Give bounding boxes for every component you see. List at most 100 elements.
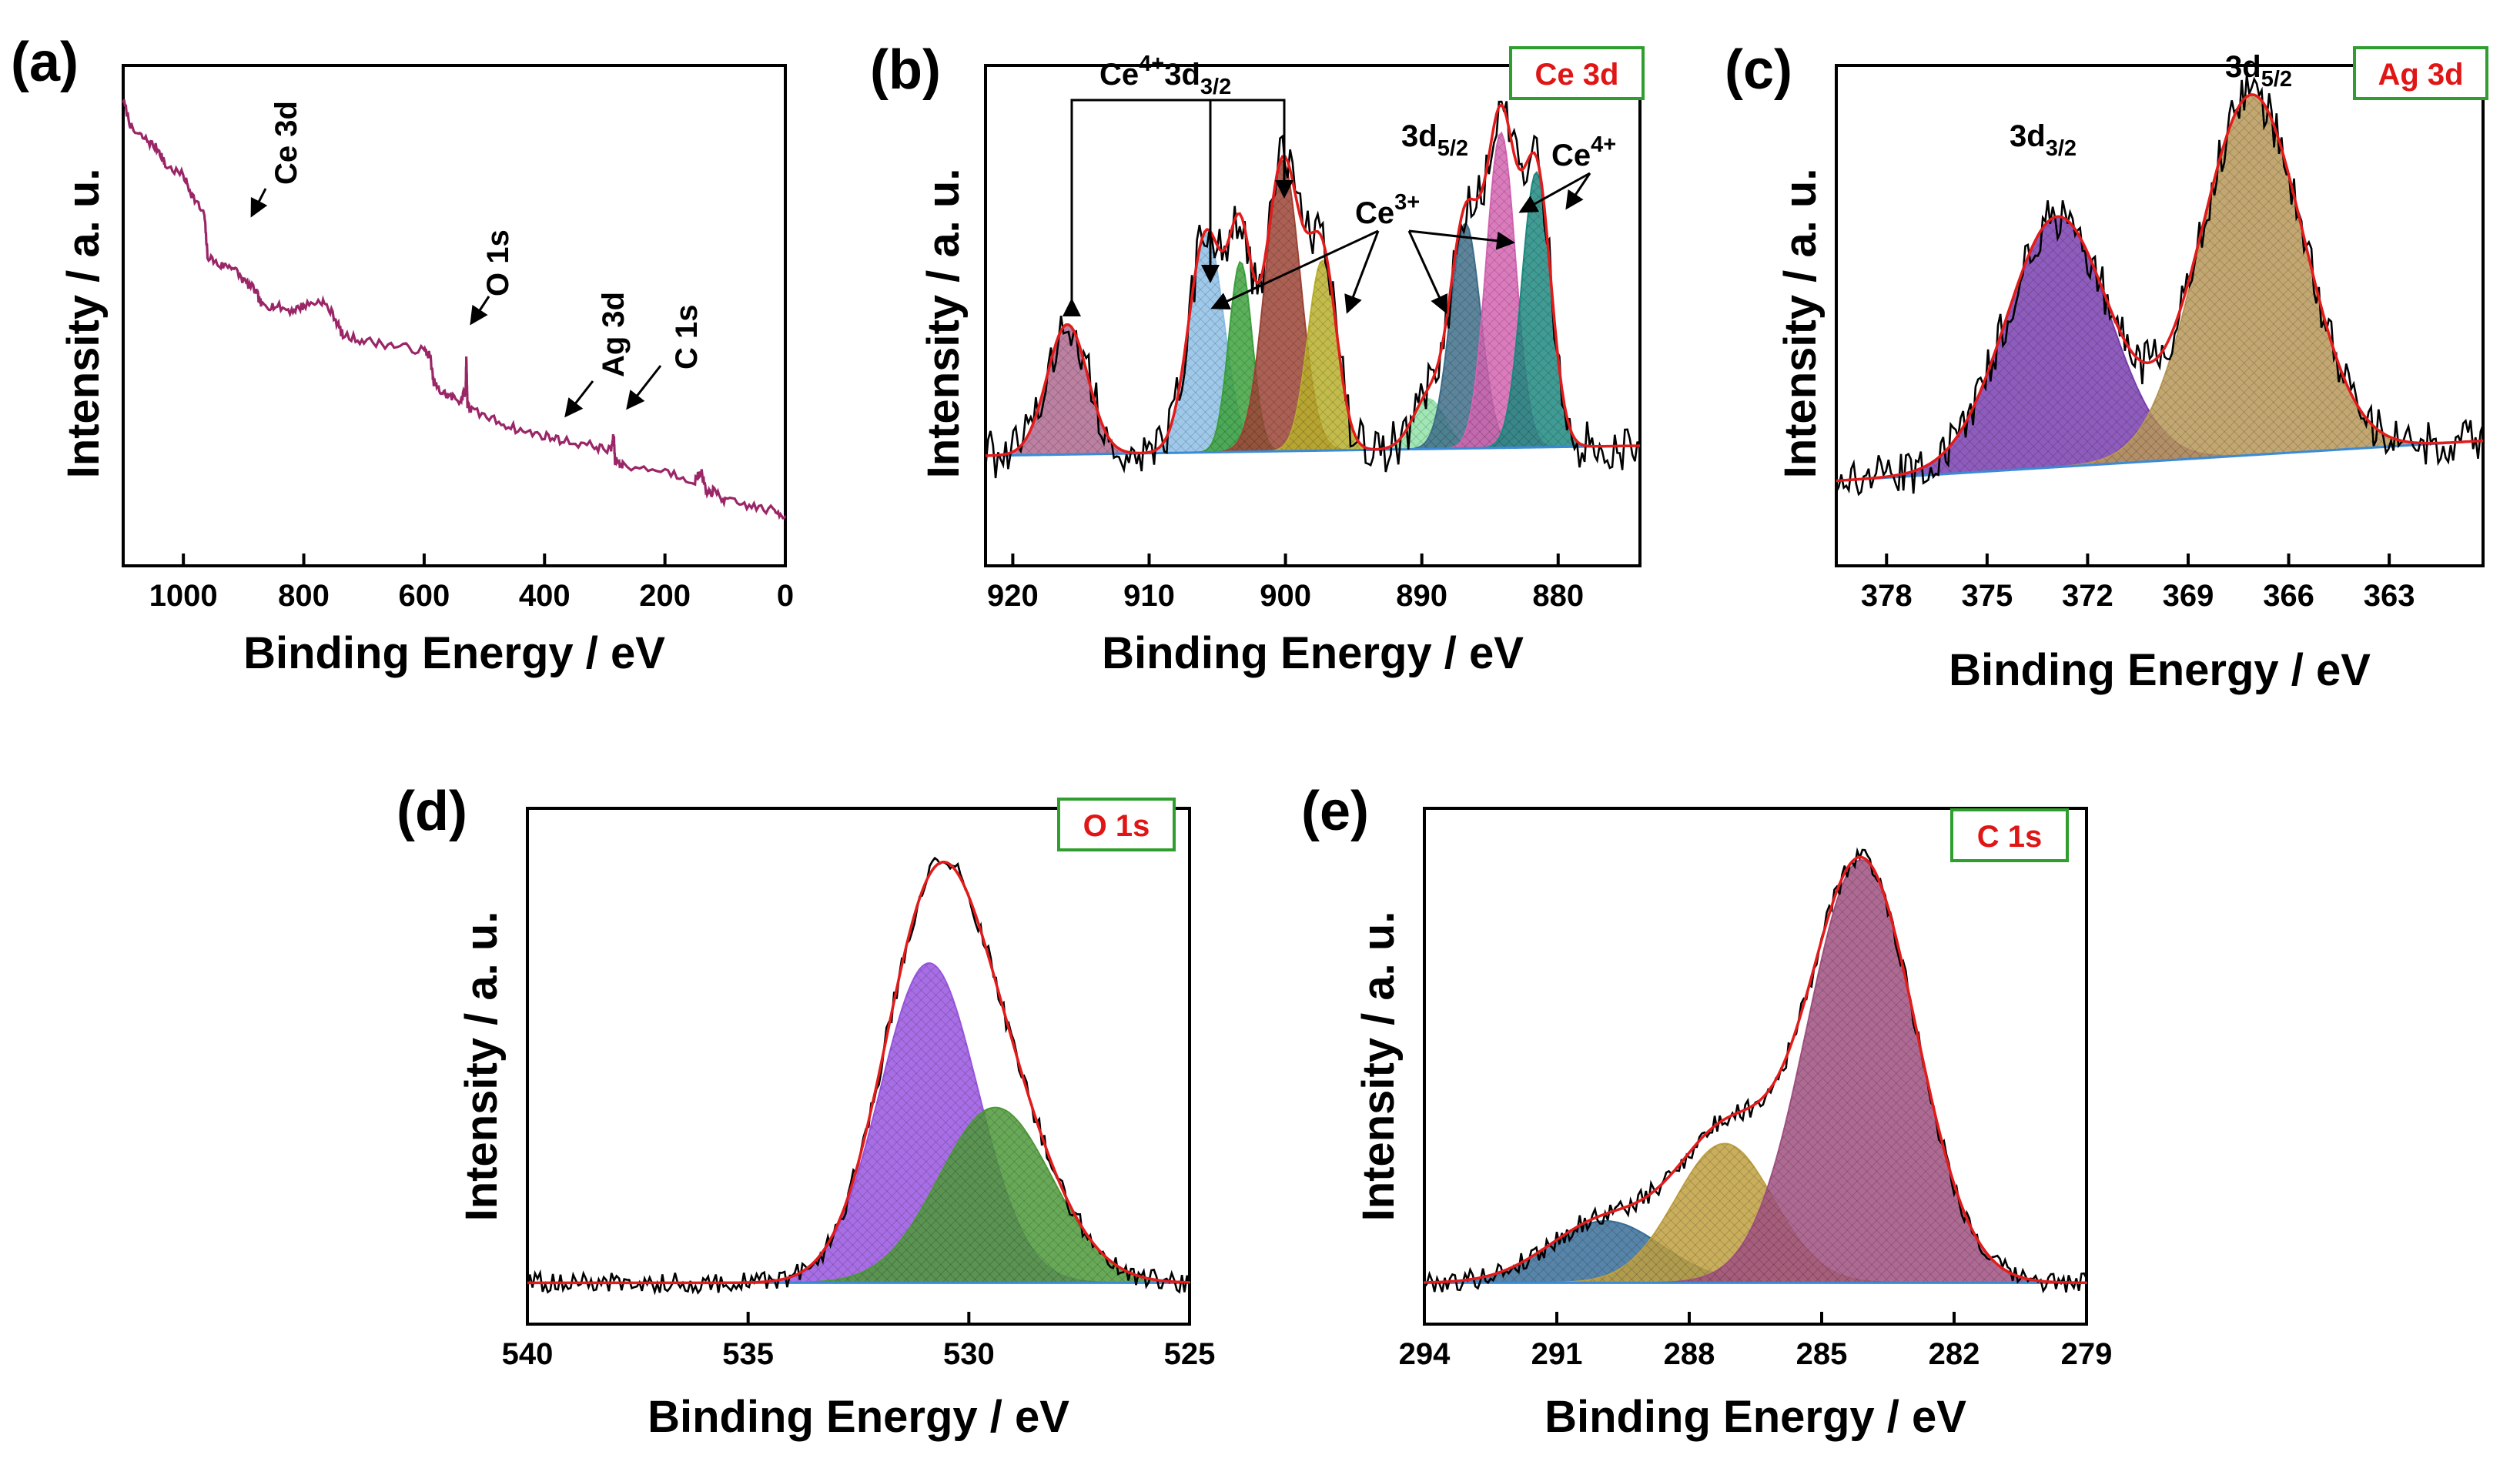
x-tick-label: 535 [722,1337,774,1371]
badge: Ce 3d [1509,46,1645,100]
ce3d-annotation: Ce 3d [250,101,303,218]
x-tick-label: 375 [1961,579,2013,613]
ag-3d32-annotation: 3d3/2 [2010,119,2077,161]
x-tick-label: 1000 [149,579,218,613]
annotation-arrow [1565,172,1591,210]
panel-d-o1s: 540 535 530 525 (d) Binding Energy / eV Int… [397,781,1215,1442]
y-axis-title: Intensity / a. u. [457,911,507,1222]
panel-label: (a) [11,32,79,93]
annotation-arrow [470,296,490,326]
badge-box [1057,798,1176,851]
annotation-text: 3d5/2 [1401,119,1468,161]
y-axis-title: Intensity / a. u. [919,169,969,479]
x-tick-label: 291 [1531,1337,1583,1371]
x-tick-label: 366 [2263,579,2314,613]
badge-box [1509,46,1645,100]
badge: C 1s [1950,808,2069,862]
x-tick-label: 200 [639,579,691,613]
fit-component-3 [1424,859,2087,1284]
x-tick-label: 294 [1399,1337,1451,1371]
badge-box [1950,808,2069,862]
fitted-envelope-line [1424,855,2087,1285]
x-tick-label: 525 [1164,1337,1216,1371]
x-tick-label: 910 [1123,579,1175,613]
x-tick-label: 285 [1796,1337,1848,1371]
3d52-annotation: 3d5/2 [1401,119,1468,161]
panel-e-c1s: 294 291 288 285 282 279 (e) Binding Energy / … [1301,781,2112,1442]
annotation-text: C 1s [670,305,704,370]
survey-line [122,99,787,520]
annotation-arrow [1210,229,1379,310]
x-ticks: 540 535 530 525 [502,1312,1216,1371]
survey-marks [122,99,787,520]
x-tick-label: 540 [502,1337,554,1371]
fit-component-hatch [1424,1221,2087,1283]
panel-b-ce3d: 920 910 900 890 880 (b) Binding Energy / eV … [870,39,1645,678]
panel-c-ag3d: 378 375 372 369 366 363 (c) Binding Energy / … [1725,39,2488,695]
badge-label: O 1s [1083,809,1150,843]
x-tick-label: 378 [1861,579,1913,613]
annotation-sub: 3/2 [1200,75,1231,99]
fit-component-hatch [1424,1143,2087,1283]
annotation-sub: 3/2 [2046,136,2077,161]
annotation-sup: 3+ [1394,190,1420,215]
fitted-envelope-line [1836,93,2484,483]
x-tick-label: 279 [2061,1337,2113,1371]
x-ticks: 378 375 372 369 366 363 [1861,554,2415,613]
plot-frame [526,807,1191,1326]
fitted-envelope-line [985,102,1640,457]
x-axis-title: Binding Energy / eV [1102,628,1524,678]
annotation-arrow [1344,230,1380,314]
annotation-text: O 1s [481,229,515,296]
x-ticks: 1000 800 600 400 200 0 [149,554,794,613]
plot-frame [1835,64,2485,567]
y-axis-title: Intensity / a. u. [1354,911,1404,1222]
annotation-text: Ce4+3d3/2 [1099,52,1231,99]
x-tick-label: 363 [2364,579,2415,613]
fit-component-hatch [527,1107,1190,1283]
annotation-main: 3d [2225,50,2261,84]
panel-label: (b) [870,39,941,101]
annotation-main: 3d [1401,119,1437,153]
x-tick-label: 372 [2062,579,2113,613]
x-tick-label: 890 [1396,579,1447,613]
x-tick-label: 282 [1929,1337,1980,1371]
c1s-annotation: C 1s [626,305,704,410]
annotation-text: Ag 3d [597,292,631,377]
x-axis-title: Binding Energy / eV [1949,645,2371,695]
baseline-line [986,444,1640,457]
x-axis-title: Binding Energy / eV [243,628,665,678]
annotation-sup: 4+ [1591,132,1616,157]
annotation-arrow [250,188,268,218]
annotation-mid: 3d [1164,58,1200,92]
fit-component-hatch [1424,860,2087,1283]
panel-label: (d) [397,781,467,842]
fit-component-hatch [986,260,1640,456]
x-tick-label: 920 [987,579,1039,613]
annotation-arrow [564,380,594,418]
x-axis-title: Binding Energy / eV [648,1392,1069,1442]
annotation-main: Ce [1551,139,1591,172]
o1s-annotation: O 1s [470,229,515,326]
annotation-arrow [1518,172,1591,213]
annotation-sup: 4+ [1139,52,1164,76]
annotation-sub: 5/2 [1437,136,1468,161]
ag3d-annotation: Ag 3d [564,292,631,418]
ce4-annotation: Ce4+ [1518,132,1616,213]
plot-frame [984,64,1642,567]
annotation-text: Ce 3d [269,101,303,185]
annotation-sub: 5/2 [2261,67,2292,92]
badge-label: C 1s [1977,820,2043,854]
fit-component-hatch [986,132,1640,456]
panel-label: (e) [1301,781,1369,842]
fit-component-hatch [1836,95,2483,481]
x-tick-label: 288 [1664,1337,1715,1371]
raw-spectrum-line [1835,75,2485,497]
annotation-main: Ce [1355,196,1394,230]
ce3d-marks [984,100,1642,479]
annotation-main: Ce [1099,58,1139,92]
ce4-3d32-annotation: Ce4+3d3/2 [1063,52,1293,316]
x-ticks: 920 910 900 890 880 [987,554,1584,613]
panel-a-survey: 1000 800 600 400 200 0 (a) Binding Energy / e… [11,32,794,678]
